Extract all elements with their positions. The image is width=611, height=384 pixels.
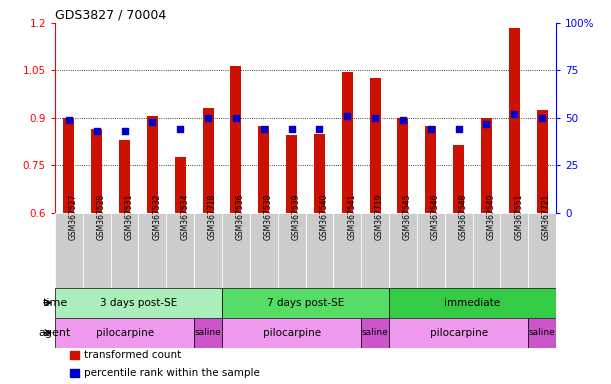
Text: GSM367534: GSM367534 <box>180 193 189 240</box>
Bar <box>139 213 166 288</box>
Bar <box>277 213 306 288</box>
Bar <box>528 318 556 348</box>
Point <box>537 115 547 121</box>
Text: saline: saline <box>362 328 389 337</box>
Bar <box>361 318 389 348</box>
Text: saline: saline <box>529 328 555 337</box>
Bar <box>342 72 353 213</box>
Text: pilocarpine: pilocarpine <box>263 328 321 338</box>
Point <box>64 117 74 123</box>
Bar <box>222 318 361 348</box>
Bar <box>250 213 277 288</box>
Bar <box>83 213 111 288</box>
Text: GDS3827 / 70004: GDS3827 / 70004 <box>55 9 166 22</box>
Point <box>426 126 436 132</box>
Bar <box>230 66 241 213</box>
Bar <box>55 318 194 348</box>
Bar <box>175 157 186 213</box>
Point <box>92 128 101 134</box>
Text: GSM367540: GSM367540 <box>320 193 329 240</box>
Text: percentile rank within the sample: percentile rank within the sample <box>84 368 260 378</box>
Bar <box>314 134 325 213</box>
Bar <box>222 213 250 288</box>
Text: transformed count: transformed count <box>84 350 181 360</box>
Point <box>231 115 241 121</box>
Text: 3 days post-SE: 3 days post-SE <box>100 298 177 308</box>
Point <box>370 115 380 121</box>
Text: pilocarpine: pilocarpine <box>95 328 153 338</box>
Text: GSM367546: GSM367546 <box>431 193 440 240</box>
Text: GSM367545: GSM367545 <box>403 193 412 240</box>
Bar <box>389 318 528 348</box>
Bar <box>202 108 214 213</box>
Bar <box>500 213 528 288</box>
Bar <box>119 140 130 213</box>
Bar <box>70 351 79 359</box>
Text: 7 days post-SE: 7 days post-SE <box>267 298 344 308</box>
Point <box>481 121 491 127</box>
Bar <box>306 213 334 288</box>
Bar <box>222 288 389 318</box>
Bar <box>425 126 436 213</box>
Text: GSM367532: GSM367532 <box>152 194 161 240</box>
Text: GSM367551: GSM367551 <box>514 194 523 240</box>
Text: GSM367548: GSM367548 <box>459 194 467 240</box>
Text: GSM367549: GSM367549 <box>486 193 496 240</box>
Text: GSM367718: GSM367718 <box>208 194 217 240</box>
Text: agent: agent <box>39 328 71 338</box>
Bar <box>453 145 464 213</box>
Bar <box>194 213 222 288</box>
Point <box>454 126 464 132</box>
Bar <box>361 213 389 288</box>
Bar <box>481 118 492 213</box>
Point <box>147 119 157 125</box>
Bar <box>509 28 520 213</box>
Text: GSM367719: GSM367719 <box>375 194 384 240</box>
Text: GSM367538: GSM367538 <box>264 194 273 240</box>
Bar <box>55 288 222 318</box>
Text: GSM367531: GSM367531 <box>125 194 134 240</box>
Point <box>315 126 324 132</box>
Bar <box>55 213 83 288</box>
Point <box>175 126 185 132</box>
Bar <box>147 116 158 213</box>
Bar <box>70 369 79 377</box>
Bar <box>472 213 500 288</box>
Bar <box>397 118 409 213</box>
Bar <box>528 213 556 288</box>
Bar <box>166 213 194 288</box>
Point <box>203 115 213 121</box>
Bar <box>286 135 297 213</box>
Text: immediate: immediate <box>444 298 500 308</box>
Text: GSM367527: GSM367527 <box>69 194 78 240</box>
Point <box>259 126 269 132</box>
Bar <box>334 213 361 288</box>
Bar <box>91 129 102 213</box>
Bar <box>258 126 269 213</box>
Point <box>120 128 130 134</box>
Text: GSM367536: GSM367536 <box>236 193 245 240</box>
Text: GSM367528: GSM367528 <box>97 194 106 240</box>
Bar <box>536 110 547 213</box>
Text: pilocarpine: pilocarpine <box>430 328 488 338</box>
Text: time: time <box>42 298 68 308</box>
Bar <box>370 78 381 213</box>
Bar <box>389 213 417 288</box>
Bar <box>194 318 222 348</box>
Bar <box>64 118 75 213</box>
Bar <box>111 213 139 288</box>
Bar <box>389 288 556 318</box>
Point <box>398 117 408 123</box>
Point <box>287 126 296 132</box>
Bar <box>417 213 445 288</box>
Bar <box>445 213 472 288</box>
Point <box>342 113 352 119</box>
Text: GSM367721: GSM367721 <box>542 194 551 240</box>
Text: GSM367541: GSM367541 <box>347 194 356 240</box>
Point <box>510 111 519 117</box>
Text: GSM367539: GSM367539 <box>291 193 301 240</box>
Text: saline: saline <box>195 328 221 337</box>
